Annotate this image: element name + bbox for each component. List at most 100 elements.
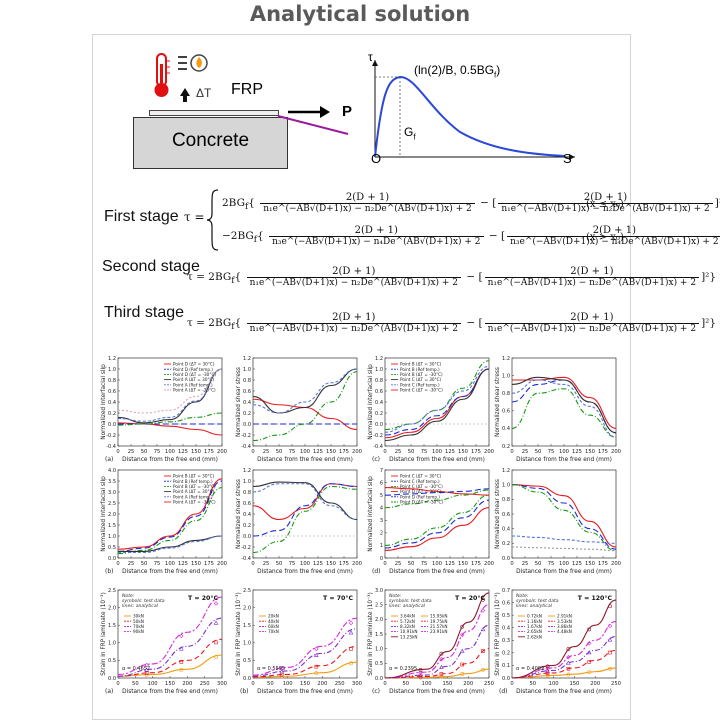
y-tick-label: 0.6	[502, 512, 510, 518]
y-tick-label: 0.0	[375, 676, 383, 682]
chart-2: 0 25 50 75 100 125 150 175 200 -0.4 -0.2 0.0 0.2 0.4 0…	[236, 356, 362, 463]
data-point	[481, 668, 485, 672]
data-point	[459, 648, 465, 653]
series-line	[252, 661, 358, 678]
note-text: symbols: test data	[516, 598, 559, 604]
data-point	[418, 672, 423, 678]
data-point	[144, 667, 149, 672]
series-line	[117, 638, 223, 677]
legend-label: 1.67kN	[527, 624, 542, 629]
x-tick-label: 300	[352, 681, 362, 687]
legend-label: 8.32kN	[400, 624, 415, 629]
y-tick-label: 0.5	[243, 658, 251, 664]
x-tick-label: 100	[549, 681, 559, 687]
x-tick-label: 50	[529, 681, 536, 687]
y-tick-label: 0.4	[108, 400, 116, 406]
legend-label: Point D (ΔT = -30°C)	[400, 500, 443, 505]
series-line	[511, 484, 617, 552]
legend-label: Point A (ΔT = 30°C)	[173, 489, 214, 494]
data-point	[348, 620, 354, 626]
plot-frame	[384, 357, 490, 447]
x-tick-label: 75	[154, 449, 161, 455]
legend-label: Point D (ΔT = 30°C)	[400, 489, 442, 494]
legend-label: 20kN	[268, 614, 279, 619]
y-tick-label: 0.2	[108, 411, 116, 417]
y-tick-label: 2.0	[108, 512, 116, 518]
y-tick-label: -0.2	[241, 433, 251, 439]
chart-7: 0 25 50 75 100 125 150 175 200 0 1 2 3 4 5 6 7 Distance f…	[368, 468, 494, 575]
y-tick-label: 0.8	[243, 490, 251, 496]
note-text: symbols: test data	[122, 598, 165, 604]
panel-label: (c)	[372, 456, 380, 463]
x-tick-label: 200	[611, 561, 621, 567]
x-tick-label: 50	[535, 449, 542, 455]
legend-label: 4.48kN	[557, 629, 572, 634]
data-point	[144, 662, 149, 668]
series-line	[511, 379, 617, 438]
data-point	[608, 650, 612, 655]
x-tick-label: 300	[217, 681, 227, 687]
series-line	[118, 535, 223, 552]
y-tick-label: 0.7	[502, 588, 510, 594]
legend-label: 19.75kN	[430, 619, 448, 624]
x-tick-label: 200	[352, 449, 362, 455]
data-point	[279, 672, 284, 677]
series-line	[511, 484, 617, 550]
y-tick-label: 2.5	[108, 501, 116, 507]
y-tick-label: 0.6	[375, 389, 383, 395]
legend-label: 0.72kN	[527, 614, 542, 619]
series-line	[252, 485, 358, 554]
plot-frame	[511, 357, 617, 447]
concrete-label: Concrete	[171, 130, 250, 151]
chart-10: 0 50 100 150 200 250 300 0.0 0.5 1.0 1.5 2.0 2.5 Dist…	[235, 588, 362, 695]
y-axis-label: Normalized shear stress	[495, 479, 501, 549]
data-point	[418, 670, 423, 675]
y-tick-label: 1.0	[375, 367, 383, 373]
temperature-annotation: T = 120°C	[578, 594, 613, 602]
legend-label: 30kN	[133, 614, 144, 619]
series-line	[117, 535, 223, 554]
legend-label: 3.86kN	[557, 624, 572, 629]
y-tick-label: 1.5	[108, 523, 116, 529]
data-point	[480, 627, 486, 632]
y-tick-label: 1.5	[243, 623, 251, 629]
y-tick-label: 0.5	[108, 545, 116, 551]
s-axis-label: S	[563, 151, 572, 166]
y-tick-label: 0.6	[502, 600, 510, 606]
legend-label: 10.91kN	[400, 629, 418, 634]
x-tick-label: 150	[442, 681, 452, 687]
panel-label: (a)	[105, 688, 113, 695]
y-tick-label: 0.2	[502, 541, 510, 547]
series-line	[252, 628, 358, 677]
chart-12: 0 50 100 150 200 250 0.0 0.1 0.2 0.3 0.4 0.5 0.6 0.7 D…	[494, 588, 621, 695]
gf-label: Gf	[404, 125, 416, 142]
series-line	[384, 499, 490, 549]
y-tick-label: 0.8	[108, 378, 116, 384]
x-tick-label: 0	[510, 449, 513, 455]
equation-third: τ = 2BGf{ 2(D + 1) n₁e^(−AB√(D+1)x) − n₂D…	[187, 312, 717, 334]
note-text: lines: analytical	[516, 603, 553, 609]
x-tick-label: 125	[313, 561, 323, 567]
x-tick-label: 125	[178, 561, 188, 567]
y-tick-label: 2.0	[375, 617, 383, 623]
legend-label: 5.72kN	[400, 619, 415, 624]
legend-label: Point D (ΔT = 30°C)	[173, 362, 215, 367]
y-axis-label: Normalized shear stress	[495, 367, 501, 437]
x-tick-label: 75	[421, 561, 428, 567]
x-tick-label: 125	[572, 561, 582, 567]
x-tick-label: 0	[116, 561, 119, 567]
alpha-annotation: α = 0.4082	[516, 666, 544, 672]
x-tick-label: 200	[352, 561, 362, 567]
panel-label: (c)	[372, 688, 380, 695]
data-point	[545, 664, 550, 669]
temperature-annotation: T = 70°C	[323, 594, 353, 602]
chart-6: 0 25 50 75 100 125 150 175 200 -0.4 -0.2 0.0 0.2 0.4 0…	[236, 468, 362, 575]
x-tick-label: 150	[585, 561, 595, 567]
data-point	[566, 660, 571, 665]
legend-label: 2.62kN	[527, 634, 542, 639]
series-line	[117, 480, 223, 552]
y-tick-label: 0.5	[375, 661, 383, 667]
y-tick-label: 1	[380, 543, 383, 549]
y-tick-label: 0.8	[375, 378, 383, 384]
equation-second: τ = 2BGf{ 2(D + 1) n₁e^(−AB√(D+1)x) − n₂D…	[187, 266, 717, 288]
